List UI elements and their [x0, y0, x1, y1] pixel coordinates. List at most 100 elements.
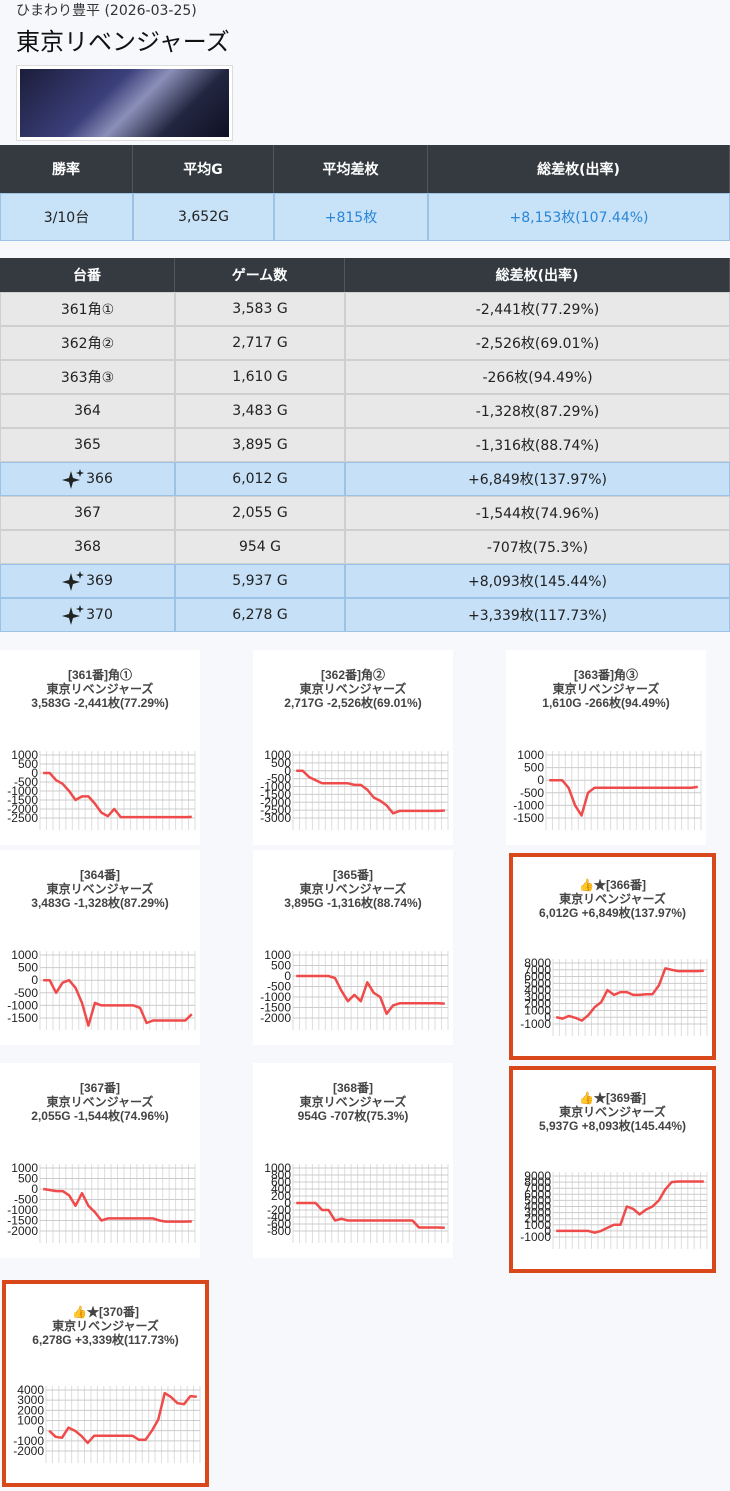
machine-image	[16, 65, 233, 141]
cell-text: 5,937 G	[232, 573, 288, 589]
graph-title: [367番]	[80, 1080, 120, 1095]
table-cell: -1,328枚(87.29%)	[345, 394, 730, 428]
y-tick-label: -1000	[7, 784, 38, 798]
graph-card: [364番] 東京リベンジャーズ 3,483G -1,328枚(87.29%) 100…	[0, 850, 200, 1045]
y-tick-label: 500	[271, 756, 291, 770]
line	[43, 978, 193, 1027]
line	[43, 771, 192, 819]
graph-summary: 2,055G -1,544枚(74.96%)	[31, 1108, 168, 1123]
y-tick-label: 0	[544, 1224, 551, 1238]
y-tick-label: -400	[267, 1210, 291, 1224]
cell-text: 6,278 G	[232, 607, 288, 623]
cell-text: 3,895 G	[232, 437, 288, 453]
cell-text: 368	[74, 539, 101, 555]
y-tick-label: 1000	[264, 1161, 291, 1175]
y-tick-label: 800	[271, 1168, 291, 1182]
line	[556, 1180, 704, 1234]
y-tick-label: -1500	[7, 1011, 38, 1025]
line	[43, 1187, 192, 1223]
table-cell: 954 G	[175, 530, 345, 564]
cell-text: +6,849枚(137.97%)	[467, 472, 608, 488]
graph-machine: 東京リベンジャーズ	[300, 881, 407, 896]
y-tick-label: 4000	[524, 1200, 551, 1214]
graph-summary: 3,583G -2,441枚(77.29%)	[31, 695, 168, 710]
table-cell: 362角②	[0, 326, 175, 360]
y-tick-label: 1000	[11, 748, 38, 762]
cell-text: -1,316枚(88.74%)	[475, 438, 600, 454]
table-cell: 365	[0, 428, 175, 462]
y-tick-label: 1000	[264, 748, 291, 762]
y-tick-label: 3000	[524, 1206, 551, 1220]
y-tick-label: -500	[14, 775, 38, 789]
page-title: 東京リベンジャーズ	[16, 28, 230, 56]
graph-summary: 3,483G -1,328枚(87.29%)	[31, 895, 168, 910]
graph-summary: 3,895G -1,316枚(88.74%)	[284, 895, 421, 910]
y-tick-label: 400	[271, 1182, 291, 1196]
graph-summary: 954G -707枚(75.3%)	[298, 1108, 409, 1123]
y-tick-label: -200	[267, 1203, 291, 1217]
y-tick-label: -1500	[260, 1001, 291, 1015]
table-cell: 6,012 G	[175, 462, 345, 496]
store-name: ひまわり豊平 (2026-03-25)	[16, 3, 197, 19]
graph-title: [361番]角①	[68, 667, 132, 682]
graph-summary: 1,610G -266枚(94.49%)	[542, 695, 669, 710]
summary-header: 平均G	[133, 145, 274, 193]
cell-text: 2,717 G	[232, 335, 288, 351]
cell-text: 954 G	[238, 539, 282, 555]
y-tick-label: 500	[18, 1172, 38, 1186]
table-header: ゲーム数	[175, 258, 345, 292]
cell-text: 362角②	[60, 336, 115, 352]
y-tick-label: 1000	[264, 948, 291, 962]
summary-header: 勝率	[0, 145, 133, 193]
cell-text: -2,441枚(77.29%)	[475, 302, 600, 318]
graph-machine: 東京リベンジャーズ	[559, 891, 666, 906]
table-cell: 3,483 G	[175, 394, 345, 428]
y-tick-label: 200	[271, 1189, 291, 1203]
y-tick-label: -2000	[7, 1224, 38, 1238]
table-cell: 366	[0, 462, 175, 496]
y-tick-label: 0	[537, 773, 544, 787]
graph-title: 👍★[366番]	[579, 877, 646, 892]
y-tick-label: -500	[14, 986, 38, 1000]
graph-title: 👍★[370番]	[72, 1304, 139, 1319]
cell-text: 366	[86, 471, 113, 487]
y-tick-label: -1000	[520, 1017, 551, 1031]
y-tick-label: 0	[31, 973, 38, 987]
cell-text: 3,483 G	[232, 403, 288, 419]
graph-machine: 東京リベンジャーズ	[52, 1318, 159, 1333]
y-tick-label: -1000	[7, 998, 38, 1012]
table-cell: 363角③	[0, 360, 175, 394]
table-cell: 3,895 G	[175, 428, 345, 462]
y-tick-label: -600	[267, 1217, 291, 1231]
cell-text: 364	[74, 403, 101, 419]
y-tick-label: 500	[18, 961, 38, 975]
line	[296, 769, 445, 815]
y-tick-label: -500	[267, 980, 291, 994]
sparkle-icon	[62, 605, 85, 625]
y-tick-label: 5000	[524, 1193, 551, 1207]
line	[296, 974, 445, 1016]
graph-title: [365番]	[333, 867, 373, 882]
cell-text: -1,328枚(87.29%)	[475, 404, 600, 420]
table-header: 台番	[0, 258, 175, 292]
cell-text: 3,583 G	[232, 301, 288, 317]
y-tick-label: -500	[267, 772, 291, 786]
table-cell: 364	[0, 394, 175, 428]
graph-summary: 2,717G -2,526枚(69.01%)	[284, 695, 421, 710]
line	[549, 778, 698, 817]
y-tick-label: -1000	[260, 990, 291, 1004]
y-tick-label: 1000	[17, 1414, 44, 1428]
y-tick-label: 0	[31, 1182, 38, 1196]
table-cell: +8,093枚(145.44%)	[345, 564, 730, 598]
table-header: 総差枚(出率)	[345, 258, 730, 292]
y-tick-label: -1500	[7, 793, 38, 807]
y-tick-label: 6000	[524, 970, 551, 984]
